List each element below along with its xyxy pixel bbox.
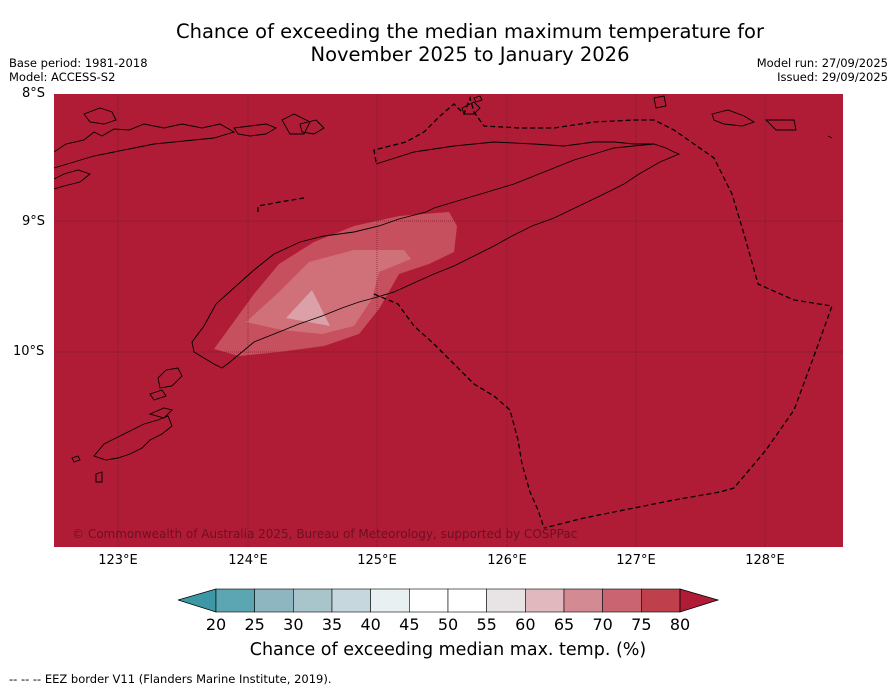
model-name: Model: ACCESS-S2	[9, 70, 116, 84]
lon-label-124e: 124°E	[228, 553, 268, 568]
colorbar-tick-label: 80	[669, 615, 691, 634]
contour-70-75	[246, 250, 411, 334]
model-info: Base period: 1981-2018 Model: ACCESS-S2	[9, 56, 148, 84]
colorbar-tick-label: 55	[476, 615, 497, 634]
title-line-1: Chance of exceeding the median maximum t…	[175, 20, 765, 43]
map-background	[54, 94, 843, 547]
colorbar-tick-label: 60	[515, 615, 536, 634]
colorbar-segment	[293, 588, 333, 613]
colorbar-tick-label: 40	[360, 615, 381, 634]
colorbar-segment	[525, 588, 565, 613]
lat-label-9s: 9°S	[22, 214, 46, 229]
colorbar-segment	[641, 588, 681, 613]
lon-label-123e: 123°E	[98, 553, 138, 568]
colorbar-segment	[447, 588, 487, 613]
eez-border	[257, 95, 833, 529]
colorbar-tick-label: 75	[631, 615, 652, 634]
colorbar-label: Chance of exceeding median max. temp. (%…	[249, 640, 647, 660]
model-run: Model run: 27/09/2025	[756, 56, 888, 70]
eez-footnote: -- -- -- EEZ border V11 (Flanders Marine…	[9, 672, 332, 686]
colorbar-tick-label: 20	[205, 615, 227, 634]
lon-label-125e: 125°E	[357, 553, 397, 568]
colorbar-tick-label: 35	[321, 615, 343, 634]
colorbar-segment	[331, 588, 371, 613]
title-line-2: November 2025 to January 2026	[310, 43, 630, 66]
colorbar-tick-label: 65	[553, 615, 575, 634]
map-canvas: © Commonwealth of Australia 2025, Bureau…	[54, 94, 843, 547]
colorbar-segment	[409, 588, 449, 613]
colorbar-segment	[215, 588, 255, 613]
colorbar-segment	[486, 588, 526, 613]
colorbar-tick-label: 70	[592, 615, 613, 634]
base-period: Base period: 1981-2018	[9, 56, 148, 70]
colorbar-segment	[370, 588, 410, 613]
colorbar-tick-label: 30	[283, 615, 304, 634]
issued-date: Issued: 29/09/2025	[777, 70, 888, 84]
run-info: Model run: 27/09/2025 Issued: 29/09/2025	[757, 56, 888, 84]
colorbar-segments	[215, 588, 681, 613]
colorbar	[178, 588, 720, 613]
graticule	[54, 94, 843, 547]
lon-label-128e: 128°E	[745, 553, 785, 568]
colorbar-tick-label: 25	[244, 615, 265, 634]
colorbar-segment	[563, 588, 603, 613]
lat-label-8s: 8°S	[22, 86, 46, 101]
colorbar-tick-label: 45	[399, 615, 420, 634]
coastlines	[54, 95, 833, 483]
colorbar-over-arrow	[679, 588, 720, 613]
map-title: Chance of exceeding the median maximum t…	[0, 20, 896, 66]
copyright-notice: © Commonwealth of Australia 2025, Bureau…	[72, 527, 577, 541]
colorbar-under-arrow	[178, 588, 217, 613]
colorbar-tick-label: 50	[437, 615, 459, 634]
lat-label-10s: 10°S	[13, 344, 45, 359]
lon-label-127e: 127°E	[616, 553, 656, 568]
colorbar-segment	[254, 588, 294, 613]
colorbar-segment	[602, 588, 642, 613]
lon-label-126e: 126°E	[487, 553, 527, 568]
